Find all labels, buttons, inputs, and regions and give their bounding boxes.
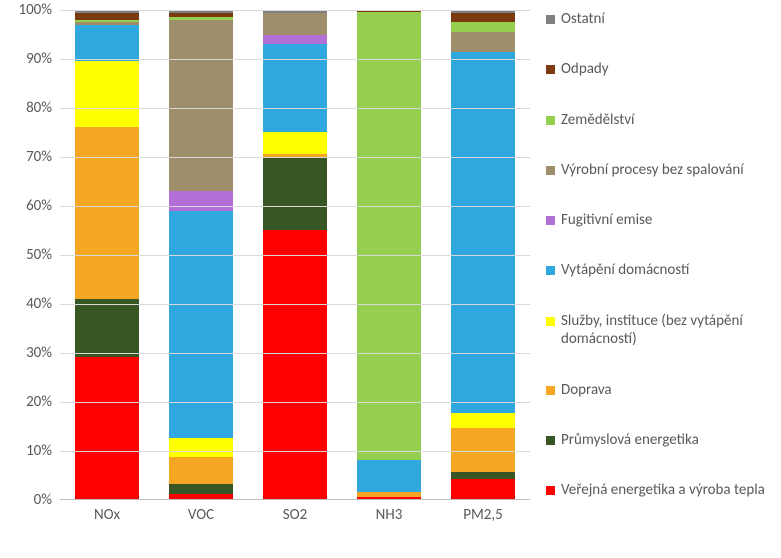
legend-label: Výrobní procesy bez spalování — [561, 161, 744, 180]
legend-item: Zemědělství — [546, 111, 770, 130]
plot-wrap: 0%10%20%30%40%50%60%70%80%90%100% NOxVOC… — [10, 10, 530, 550]
legend-swatch — [546, 216, 555, 225]
y-tick-label: 70% — [26, 148, 52, 166]
bar-segment-zemedelstvi — [357, 12, 421, 459]
bar-segment-vytapeni — [169, 211, 233, 438]
x-axis-label: NOx — [60, 500, 154, 540]
bar-segment-verejna — [451, 479, 515, 499]
legend-label: Doprava — [561, 381, 612, 400]
gridline — [60, 206, 530, 207]
gridline — [60, 304, 530, 305]
y-tick-label: 100% — [18, 1, 52, 19]
legend-label: Vytápění domácností — [561, 261, 689, 280]
legend-swatch — [546, 116, 555, 125]
legend-swatch — [546, 486, 555, 495]
legend-label: Průmyslová energetika — [561, 431, 699, 450]
legend-label: Odpady — [561, 60, 609, 79]
legend-swatch — [546, 65, 555, 74]
gridline — [60, 353, 530, 354]
bar-segment-vyrobni_procesy — [263, 13, 327, 35]
legend: Ostatní Odpady Zemědělství Výrobní procesy … — [530, 10, 770, 500]
bar-segment-prumyslova — [169, 484, 233, 494]
legend-item: Průmyslová energetika — [546, 431, 770, 450]
y-tick-label: 10% — [26, 442, 52, 460]
bar-segment-verejna — [357, 497, 421, 499]
gridline — [60, 451, 530, 452]
gridline — [60, 10, 530, 11]
bar-segment-prumyslova — [263, 157, 327, 230]
bar-segment-sluzby — [263, 132, 327, 154]
gridline — [60, 157, 530, 158]
x-axis-label: VOC — [154, 500, 248, 540]
y-axis: 0%10%20%30%40%50%60%70%80%90%100% — [10, 10, 60, 500]
legend-swatch — [546, 386, 555, 395]
legend-swatch — [546, 15, 555, 24]
legend-item: Výrobní procesy bez spalování — [546, 161, 770, 180]
legend-label: Zemědělství — [561, 111, 634, 130]
plot-area — [60, 10, 530, 500]
bar-segment-vyrobni_procesy — [169, 20, 233, 191]
x-axis-label: NH3 — [342, 500, 436, 540]
bar-segment-vytapeni — [75, 25, 139, 62]
y-tick-label: 40% — [26, 295, 52, 313]
legend-item: Odpady — [546, 60, 770, 79]
legend-item: Fugitivní emise — [546, 211, 770, 230]
x-axis-label: PM2,5 — [436, 500, 530, 540]
legend-swatch — [546, 266, 555, 275]
gridline — [60, 108, 530, 109]
emissions-stacked-bar-chart: 0%10%20%30%40%50%60%70%80%90%100% NOxVOC… — [10, 10, 770, 550]
legend-label: Veřejná energetika a výroba tepla — [561, 481, 765, 500]
x-axis-label: SO2 — [248, 500, 342, 540]
bar-segment-verejna — [169, 494, 233, 499]
legend-swatch — [546, 317, 555, 326]
legend-item: Veřejná energetika a výroba tepla — [546, 481, 770, 500]
bar-segment-odpady — [451, 13, 515, 23]
bar-segment-prumyslova — [451, 472, 515, 479]
bar-segment-doprava — [75, 127, 139, 298]
legend-label: Služby, instituce (bez vytápění domácnos… — [561, 312, 770, 350]
y-tick-label: 30% — [26, 344, 52, 362]
legend-swatch — [546, 436, 555, 445]
bar-segment-sluzby — [451, 413, 515, 428]
gridline — [60, 59, 530, 60]
legend-swatch — [546, 166, 555, 175]
y-tick-label: 0% — [34, 491, 52, 509]
x-axis: NOxVOCSO2NH3PM2,5 — [60, 500, 530, 540]
y-tick-label: 50% — [26, 246, 52, 264]
bar-segment-odpady — [75, 13, 139, 20]
legend-label: Fugitivní emise — [561, 211, 652, 230]
bar-segment-verejna — [75, 357, 139, 499]
legend-item: Služby, instituce (bez vytápění domácnos… — [546, 312, 770, 350]
bar-segment-zemedelstvi — [451, 22, 515, 32]
legend-item: Ostatní — [546, 10, 770, 29]
bar-segment-prumyslova — [75, 299, 139, 358]
legend-label: Ostatní — [561, 10, 605, 29]
bar-segment-fugitivni — [169, 191, 233, 211]
gridline — [60, 255, 530, 256]
bar-segment-verejna — [263, 230, 327, 499]
bar-segment-fugitivni — [263, 35, 327, 45]
y-tick-label: 20% — [26, 393, 52, 411]
bar-segment-vyrobni_procesy — [451, 32, 515, 52]
legend-item: Doprava — [546, 381, 770, 400]
bar-segment-vytapeni — [357, 460, 421, 492]
bar-segment-sluzby — [75, 61, 139, 127]
y-tick-label: 60% — [26, 197, 52, 215]
y-tick-label: 90% — [26, 50, 52, 68]
bar-segment-sluzby — [169, 438, 233, 458]
bar-segment-vytapeni — [451, 52, 515, 414]
legend-item: Vytápění domácností — [546, 261, 770, 280]
bar-segment-vytapeni — [263, 44, 327, 132]
bar-segment-doprava — [169, 457, 233, 484]
y-tick-label: 80% — [26, 99, 52, 117]
gridline — [60, 402, 530, 403]
